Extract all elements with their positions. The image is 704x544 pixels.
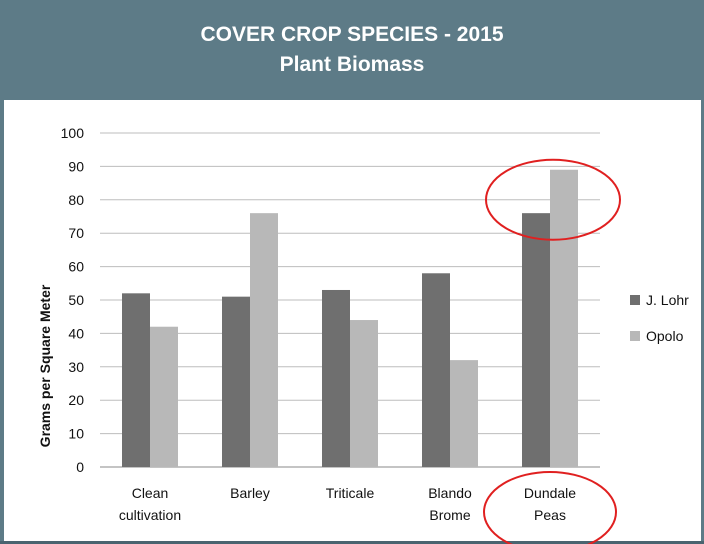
y-tick-labels: 0 10 20 30 40 50 60 70 80 90 100 — [61, 125, 85, 475]
bar-j-lohr — [222, 296, 250, 467]
bar-opolo — [350, 320, 378, 467]
x-tick-labels: Clean cultivation Barley Triticale Blando Bro… — [119, 485, 576, 523]
bars — [122, 169, 578, 467]
y-tick-label: 70 — [68, 225, 84, 241]
bar-opolo — [250, 213, 278, 467]
bar-chart: 0 10 20 30 40 50 60 70 80 90 100 Clean cultivation B… — [37, 125, 689, 544]
legend-swatch — [630, 331, 640, 341]
x-tick-label: Brome — [429, 507, 470, 523]
bar-opolo — [450, 360, 478, 467]
y-tick-label: 80 — [68, 192, 84, 208]
highlight-circle-bars — [485, 158, 621, 241]
x-tick-label: Blando — [428, 485, 472, 501]
x-tick-label: Barley — [230, 485, 270, 501]
bar-j-lohr — [322, 289, 350, 467]
chart-subtitle: Plant Biomass — [279, 53, 425, 76]
frame-bottom-border — [0, 541, 704, 544]
frame-left-border — [0, 100, 4, 544]
y-tick-label: 10 — [68, 426, 84, 442]
y-tick-label: 20 — [68, 392, 84, 408]
annotations — [483, 158, 621, 544]
chart-header: COVER CROP SPECIES - 2015 Plant Biomass — [0, 0, 704, 100]
y-tick-label: 0 — [76, 459, 84, 475]
y-tick-label: 30 — [68, 359, 84, 375]
y-tick-label: 50 — [68, 292, 84, 308]
bar-j-lohr — [522, 213, 550, 467]
bar-opolo — [150, 326, 178, 467]
bar-j-lohr — [422, 273, 450, 467]
x-tick-label: Clean — [132, 485, 169, 501]
x-tick-label: Peas — [534, 507, 566, 523]
highlight-circle-label — [483, 471, 617, 544]
y-axis-label: Grams per Square Meter — [37, 284, 53, 447]
y-tick-label: 90 — [68, 158, 84, 174]
bar-j-lohr — [122, 293, 150, 467]
x-tick-label: Triticale — [326, 485, 375, 501]
legend-label: Opolo — [646, 328, 684, 344]
legend-label: J. Lohr — [646, 292, 689, 308]
x-tick-label: cultivation — [119, 507, 181, 523]
bar-opolo — [550, 169, 578, 467]
legend: J. Lohr Opolo — [630, 292, 689, 344]
x-tick-label: Dundale — [524, 485, 576, 501]
chart-title: COVER CROP SPECIES - 2015 — [200, 23, 504, 46]
y-tick-label: 60 — [68, 259, 84, 275]
frame-right-border — [701, 100, 704, 544]
legend-swatch — [630, 295, 640, 305]
y-tick-label: 40 — [68, 325, 84, 341]
y-tick-label: 100 — [61, 125, 85, 141]
